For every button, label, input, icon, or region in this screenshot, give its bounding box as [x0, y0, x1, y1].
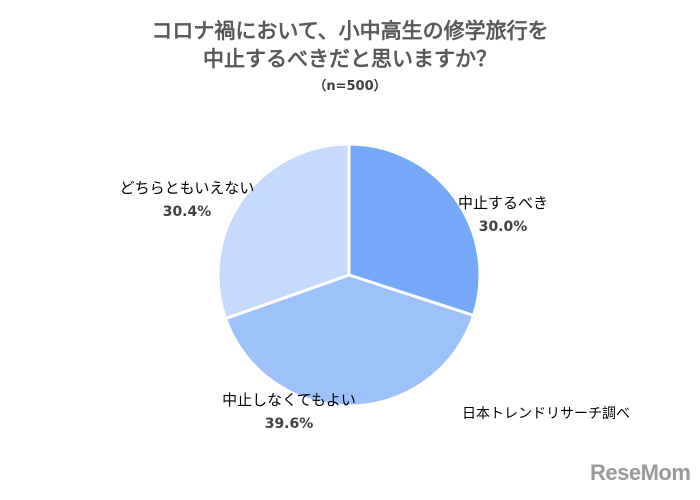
resemom-logo: ReseMom: [590, 460, 691, 485]
slice-value-label-3: 30.4%: [163, 204, 212, 220]
chart-title-line-2: 中止するべきだと思いますか？: [203, 47, 497, 71]
slice-value-label-1: 30.0%: [479, 219, 528, 235]
slice-label-1: 中止するべき: [458, 194, 548, 212]
pie-slice-2: [223, 273, 476, 408]
source-note: 日本トレンドリサーチ調べ: [462, 406, 630, 422]
slice-label-3: どちらともいえない: [120, 179, 255, 197]
pie-slice-1: [347, 142, 482, 318]
slice-value-label-2: 39.6%: [265, 416, 314, 432]
chart-title-line-1: コロナ禍において、小中高生の修学旅行を: [151, 19, 549, 43]
chart-subtitle: （n=500）: [313, 79, 387, 94]
pie-slice-3: [216, 142, 351, 321]
slice-label-2: 中止しなくてもよい: [222, 391, 356, 409]
